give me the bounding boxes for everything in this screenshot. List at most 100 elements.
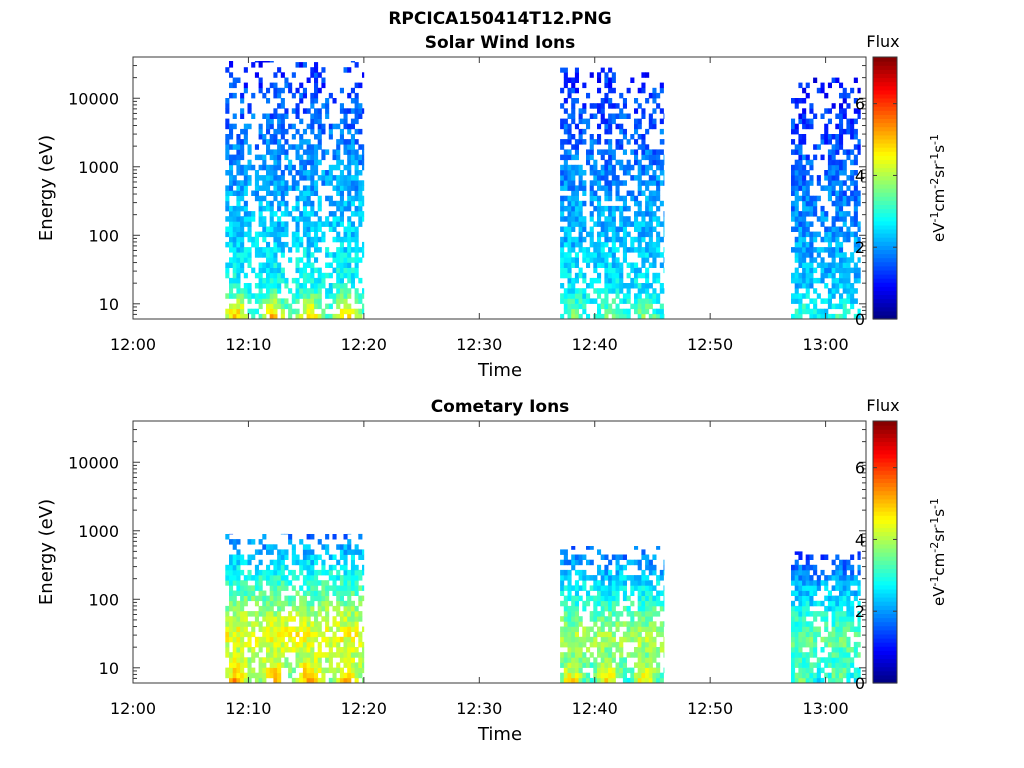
spectrogram-cell <box>229 554 234 560</box>
spectrogram-cell <box>589 180 594 186</box>
spectrogram-cell <box>310 534 315 540</box>
spectrogram-cell <box>582 190 587 196</box>
spectrogram-cell <box>295 180 300 186</box>
spectrogram-cell <box>567 139 572 145</box>
spectrogram-cell <box>225 272 230 279</box>
colorbar-segment <box>873 617 897 623</box>
spectrogram-cell <box>574 236 579 243</box>
spectrogram-cell <box>656 313 661 320</box>
spectrogram-cell <box>273 293 278 299</box>
spectrogram-cell <box>563 595 568 602</box>
spectrogram-cell <box>597 87 602 94</box>
spectrogram-cell <box>310 103 315 109</box>
spectrogram-cell <box>634 636 639 643</box>
spectrogram-cell <box>794 221 799 227</box>
spectrogram-cell <box>240 672 245 679</box>
spectrogram-cell <box>663 175 665 181</box>
spectrogram-cell <box>232 180 237 186</box>
spectrogram-cell <box>805 123 810 130</box>
spectrogram-cell <box>328 170 333 176</box>
spectrogram-cell <box>831 164 836 171</box>
spectrogram-cell <box>362 149 365 155</box>
spectrogram-cell <box>314 672 319 679</box>
spectrogram-cell <box>813 247 818 253</box>
spectrogram-cell <box>236 569 241 576</box>
spectrogram-cell <box>567 636 572 643</box>
spectrogram-cell <box>857 621 861 627</box>
spectrogram-cell <box>277 621 282 627</box>
spectrogram-cell <box>302 170 307 176</box>
spectrogram-cell <box>362 211 365 217</box>
spectrogram-cell <box>273 185 278 191</box>
spectrogram-cell <box>314 580 319 586</box>
spectrogram-cell <box>831 175 836 181</box>
spectrogram-cell <box>306 277 311 284</box>
spectrogram-cell <box>269 252 274 258</box>
spectrogram-cell <box>229 159 234 166</box>
spectrogram-cell <box>225 611 230 617</box>
spectrogram-cell <box>225 134 230 140</box>
spectrogram-cell <box>273 621 278 627</box>
spectrogram-cell <box>619 226 624 232</box>
spectrogram-cell <box>853 231 858 238</box>
spectrogram-cell <box>273 134 278 140</box>
colorbar-segment <box>873 97 897 103</box>
spectrogram-cell <box>336 164 341 171</box>
spectrogram-cell <box>794 236 799 243</box>
spectrogram-cell <box>291 144 296 150</box>
spectrogram-cell <box>236 288 241 294</box>
spectrogram-cell <box>269 585 274 591</box>
spectrogram-cell <box>302 667 307 674</box>
spectrogram-cell <box>805 559 810 566</box>
spectrogram-cell <box>306 293 311 299</box>
spectrogram-cell <box>321 283 326 289</box>
spectrogram-cell <box>295 231 300 238</box>
spectrogram-cell <box>306 652 311 658</box>
spectrogram-cell <box>302 590 307 596</box>
spectrogram-cell <box>232 652 237 658</box>
spectrogram-cell <box>809 672 814 679</box>
spectrogram-cell <box>608 657 613 663</box>
spectrogram-cell <box>310 277 315 284</box>
spectrogram-cell <box>641 149 646 155</box>
spectrogram-cell <box>663 180 665 186</box>
spectrogram-cell <box>608 600 613 607</box>
spectrogram-cell <box>354 652 359 658</box>
spectrogram-cell <box>269 180 274 186</box>
spectrogram-cell <box>839 605 844 612</box>
spectrogram-cell <box>306 641 311 648</box>
spectrogram-cell <box>626 621 631 627</box>
spectrogram-cell <box>563 108 568 114</box>
spectrogram-cell <box>593 257 598 263</box>
spectrogram-cell <box>232 539 237 545</box>
spectrogram-cell <box>229 241 234 248</box>
spectrogram-cell <box>232 636 237 643</box>
spectrogram-cell <box>846 616 851 622</box>
spectrogram-cell <box>835 170 840 176</box>
spectrogram-cell <box>637 293 642 299</box>
x-tick-label: 12:30 <box>456 699 502 718</box>
spectrogram-cell <box>611 605 616 612</box>
spectrogram-cell <box>791 677 796 684</box>
spectrogram-cell <box>637 170 642 176</box>
spectrogram-cell <box>802 595 807 602</box>
spectrogram-cell <box>652 585 657 591</box>
spectrogram-cell <box>314 247 319 253</box>
spectrogram-cell <box>578 272 583 279</box>
spectrogram-cell <box>604 677 609 684</box>
spectrogram-cell <box>273 647 278 653</box>
spectrogram-cell <box>339 272 344 279</box>
spectrogram-cell <box>850 118 855 125</box>
spectrogram-cell <box>243 128 248 135</box>
spectrogram-cell <box>663 569 665 576</box>
spectrogram-cell <box>637 672 642 679</box>
spectrogram-cell <box>266 139 271 145</box>
spectrogram-cell <box>589 170 594 176</box>
spectrogram-cell <box>831 216 836 222</box>
spectrogram-cell <box>254 600 259 607</box>
spectrogram-cell <box>350 134 355 140</box>
spectrogram-cell <box>567 154 572 161</box>
spectrogram-cell <box>251 216 256 222</box>
spectrogram-cell <box>254 549 259 555</box>
spectrogram-cell <box>813 154 818 161</box>
